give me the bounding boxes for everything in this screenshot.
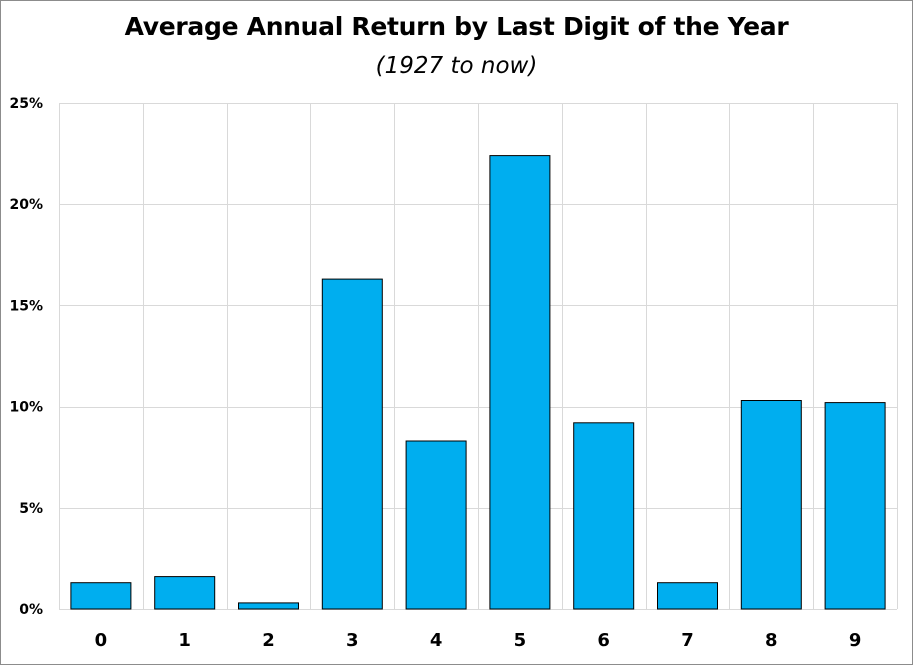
y-tick-label: 15%: [9, 298, 43, 314]
bar-8: [740, 400, 802, 610]
bar-0: [70, 582, 132, 610]
bar-9: [824, 402, 886, 610]
x-tick-label: 3: [346, 630, 359, 651]
bar-2: [238, 602, 299, 610]
x-tick-label: 5: [514, 630, 527, 651]
bar-3: [321, 278, 383, 610]
bar-5: [489, 155, 551, 610]
y-tick-label: 5%: [19, 501, 43, 517]
x-tick-label: 1: [178, 630, 191, 651]
x-tick-label: 9: [849, 630, 862, 651]
x-tick-label: 0: [95, 630, 108, 651]
x-tick-label: 6: [597, 630, 610, 651]
x-tick-label: 8: [765, 630, 778, 651]
x-tick-label: 2: [262, 630, 275, 651]
bar-7: [657, 582, 718, 610]
bar-6: [573, 422, 635, 610]
chart-title: Average Annual Return by Last Digit of t…: [124, 12, 789, 41]
y-tick-label: 20%: [9, 197, 43, 213]
x-axis-ticks: 0 1 2 3 4 5 6 7 8 9: [95, 630, 862, 651]
x-tick-label: 7: [681, 630, 694, 651]
y-tick-label: 10%: [9, 400, 43, 416]
bars: [70, 155, 886, 610]
chart-subtitle: (1927 to now): [375, 53, 538, 79]
x-tick-label: 4: [430, 630, 443, 651]
bar-4: [405, 440, 467, 610]
y-tick-label: 0%: [19, 602, 43, 618]
y-tick-label: 25%: [9, 96, 43, 112]
bar-1: [154, 576, 216, 610]
y-axis-ticks: 0% 5% 10% 15% 20% 25%: [9, 96, 43, 618]
